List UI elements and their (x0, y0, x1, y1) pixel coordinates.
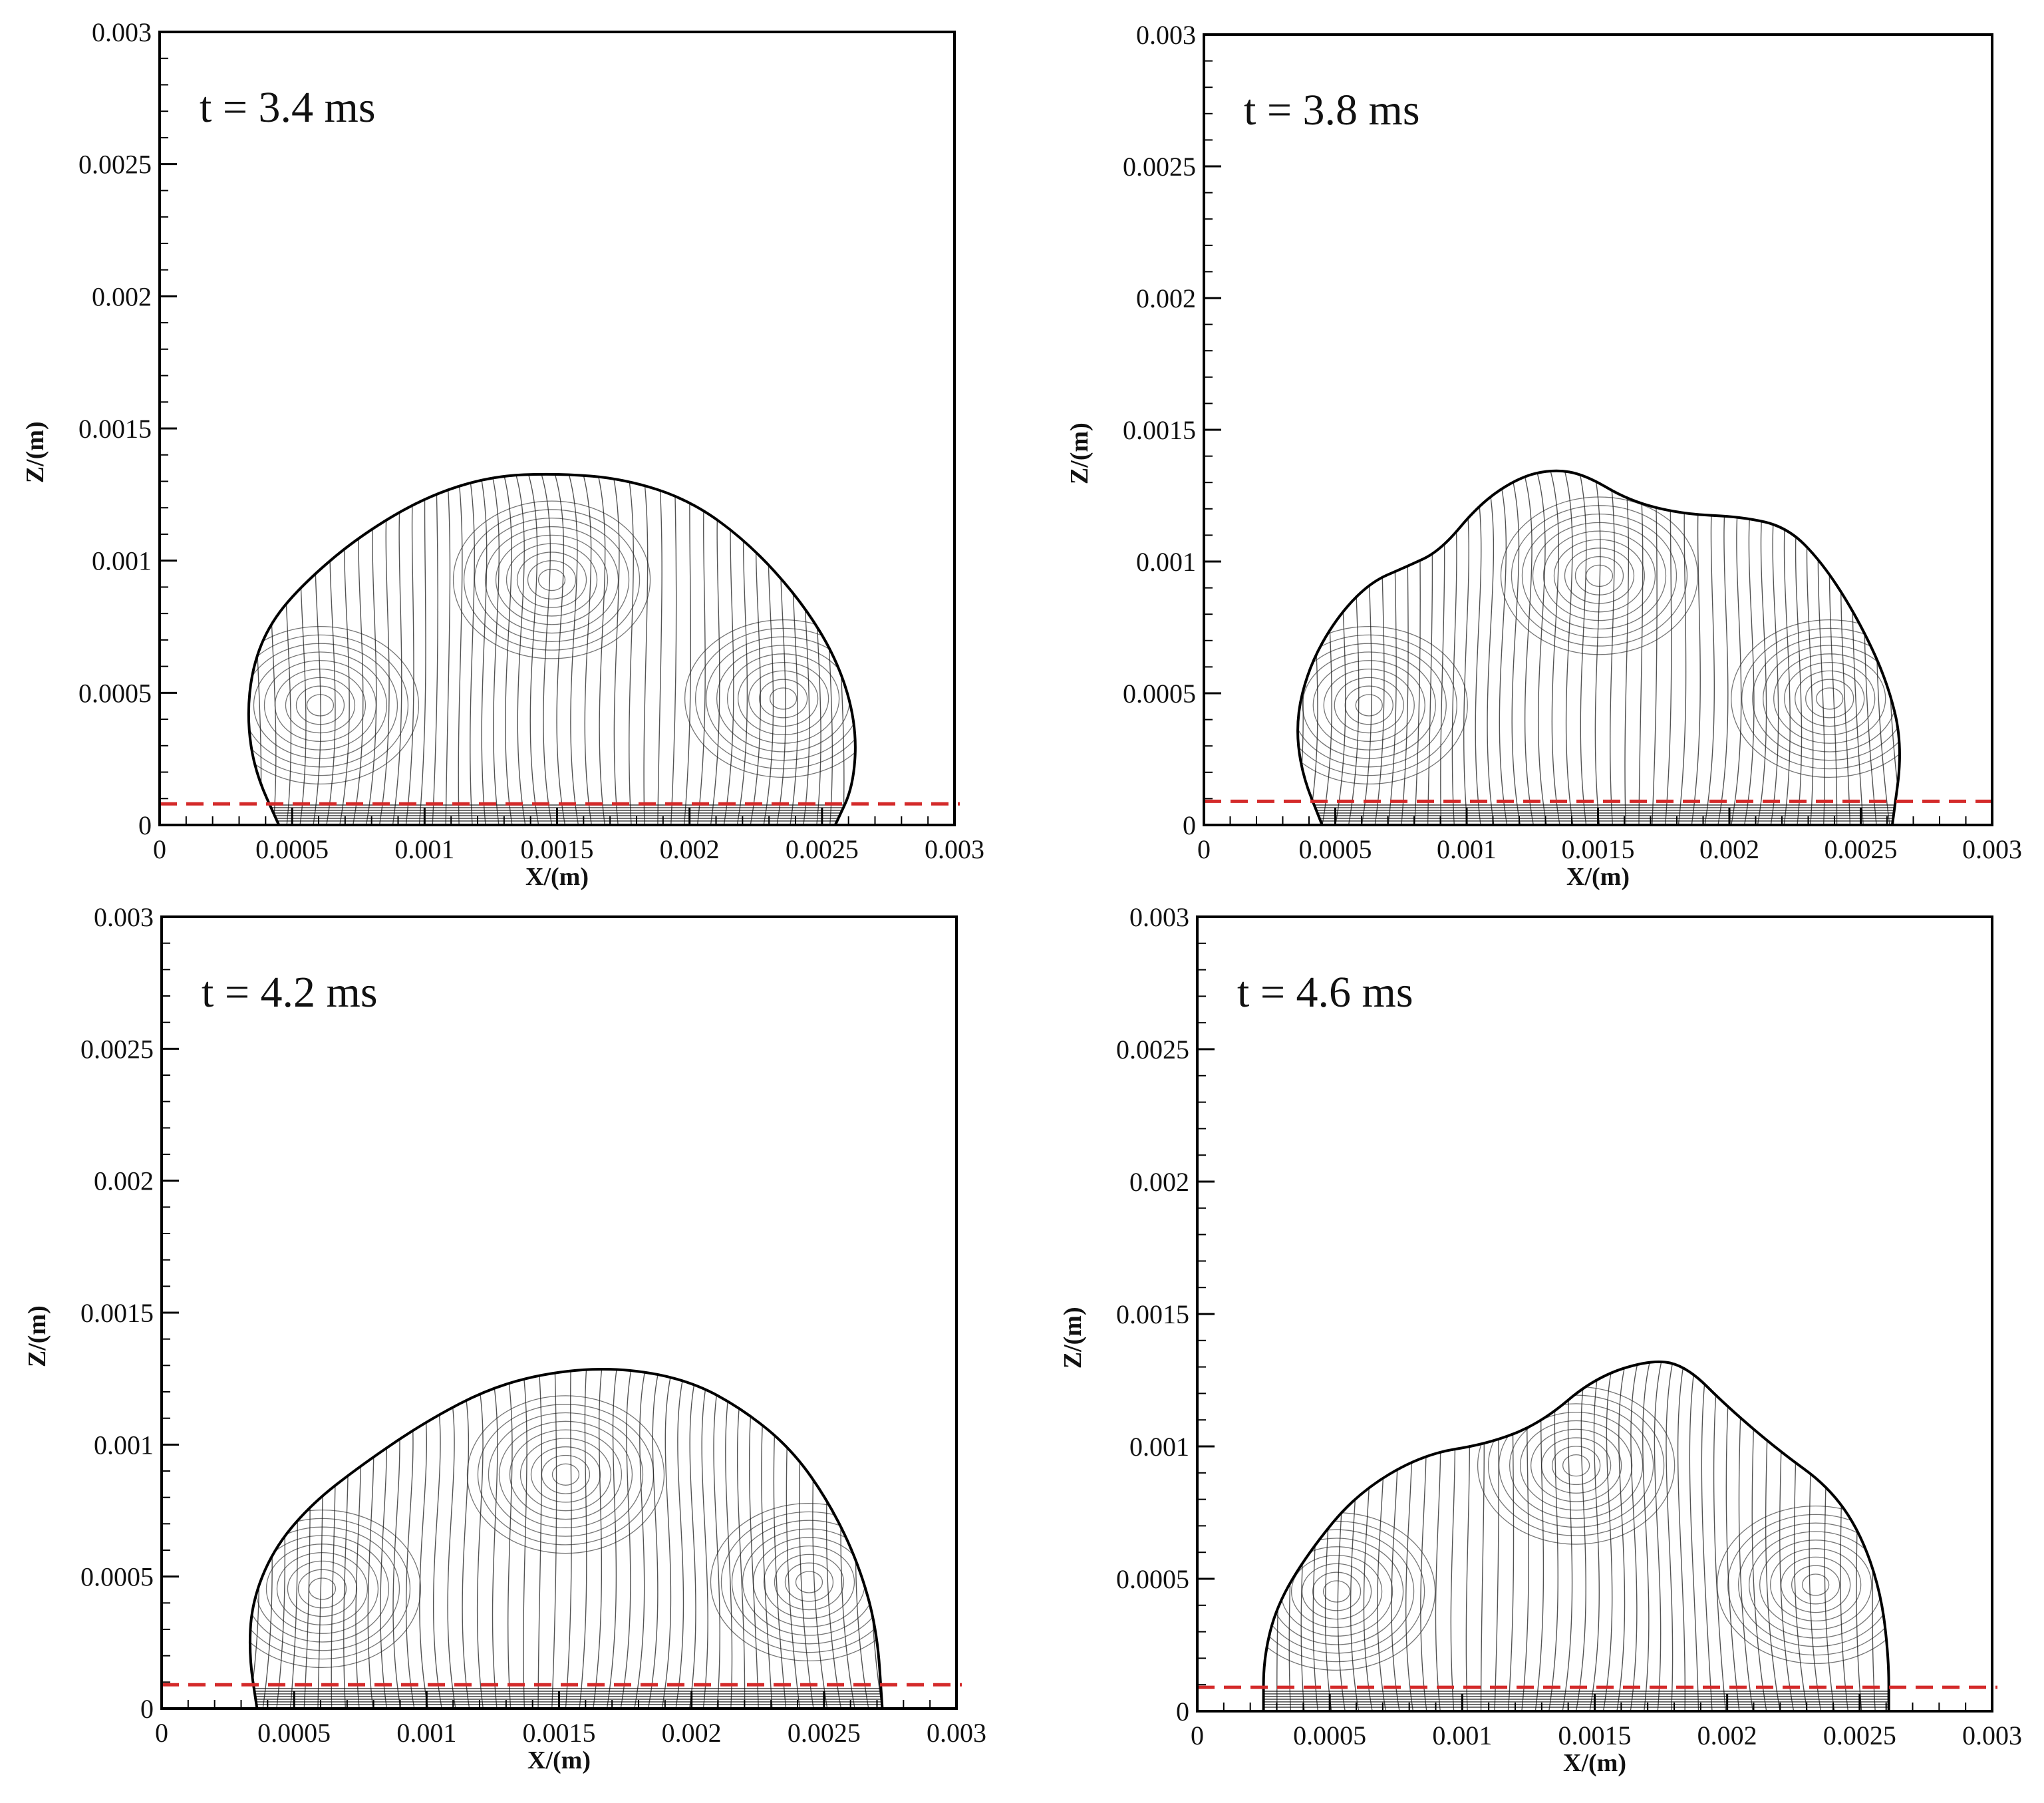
y-tick-label: 0 (138, 810, 152, 840)
y-tick-label: 0.0015 (1116, 1299, 1189, 1329)
panel-1: 0 0.0005 0.001 0.0015 0.002 0.0025 0.003 0 0.000… (21, 17, 984, 891)
y-tick-label: 0.001 (92, 546, 152, 576)
x-tick-label: 0.002 (662, 1718, 722, 1748)
time-label: t = 4.2 ms (202, 968, 378, 1017)
time-label: t = 3.4 ms (200, 83, 376, 132)
x-tick-label: 0.003 (1962, 1721, 2022, 1750)
x-tick-label: 0.003 (927, 1718, 986, 1748)
y-tick-label: 0.0005 (1123, 679, 1196, 709)
plot-frame (160, 915, 958, 1710)
streamlines (248, 474, 855, 825)
x-tick-label: 0.0015 (1562, 834, 1635, 864)
droplet-outline (247, 472, 857, 826)
x-tick-label: 0.0025 (786, 834, 859, 864)
y-tick-label: 0.0025 (1116, 1035, 1189, 1065)
y-tick-label: 0 (1176, 1697, 1189, 1726)
y-tick-label: 0.003 (94, 902, 154, 932)
x-tick-label: 0.001 (1437, 834, 1497, 864)
x-tick-label: 0.0005 (1293, 1721, 1366, 1750)
droplet-outline (1296, 469, 1901, 826)
y-tick-label: 0.003 (92, 17, 152, 47)
x-tick-label: 0.0025 (1825, 834, 1898, 864)
time-label: t = 3.8 ms (1244, 86, 1420, 134)
panel-4: 0 0.0005 0.001 0.0015 0.002 0.0025 0.003 0 0.000… (1059, 902, 2022, 1777)
y-tick-label: 0.002 (1129, 1167, 1189, 1197)
droplet-outline (248, 1367, 884, 1710)
y-tick-label: 0.002 (92, 281, 152, 311)
y-tick-label: 0.0005 (80, 1562, 154, 1592)
y-tick-label: 0 (140, 1694, 154, 1724)
x-tick-label: 0.001 (396, 1718, 456, 1748)
x-tick-label: 0.0015 (1558, 1721, 1632, 1750)
y-axis-label: Z/(m) (21, 421, 49, 483)
x-tick-label: 0.0005 (255, 834, 329, 864)
y-tick-label: 0 (1183, 810, 1196, 840)
panel-2: 0 0.0005 0.001 0.0015 0.002 0.0025 0.003 0 0.000… (1066, 20, 2022, 891)
x-tick-label: 0.002 (660, 834, 720, 864)
y-tick-label: 0.002 (1136, 283, 1196, 313)
y-tick-label: 0.001 (1129, 1432, 1189, 1462)
x-tick-label: 0.002 (1699, 834, 1759, 864)
y-tick-label: 0.001 (94, 1430, 154, 1460)
panel-3: 0 0.0005 0.001 0.0015 0.002 0.0025 0.003 0 0.000… (23, 902, 986, 1774)
y-tick-label: 0.001 (1136, 547, 1196, 577)
y-axis-label: Z/(m) (1066, 422, 1094, 484)
x-axis-label: X/(m) (1566, 863, 1630, 891)
x-axis-label: X/(m) (527, 1746, 591, 1774)
x-tick-label: 0.003 (925, 834, 984, 864)
streamlines (1298, 470, 1900, 825)
x-tick-label: 0.0025 (788, 1718, 861, 1748)
y-tick-label: 0.0015 (1123, 415, 1196, 445)
x-tick-label: 0.0005 (257, 1718, 331, 1748)
y-tick-label: 0.003 (1136, 20, 1196, 50)
y-tick-label: 0.0015 (78, 414, 152, 444)
y-axis-label: Z/(m) (23, 1305, 51, 1367)
x-tick-label: 0.001 (394, 834, 454, 864)
time-label: t = 4.6 ms (1237, 968, 1413, 1017)
x-tick-label: 0.001 (1432, 1721, 1492, 1750)
x-tick-label: 0.0015 (521, 834, 594, 864)
y-tick-label: 0.0015 (80, 1298, 154, 1328)
droplet-outline (1262, 1360, 1890, 1713)
x-tick-label: 0 (1191, 1721, 1204, 1750)
x-tick-label: 0.003 (1962, 834, 2022, 864)
x-axis-label: X/(m) (525, 863, 589, 891)
x-tick-label: 0 (155, 1718, 168, 1748)
y-axis-label: Z/(m) (1059, 1307, 1087, 1369)
x-tick-label: 0 (1197, 834, 1211, 864)
x-tick-label: 0.0005 (1299, 834, 1372, 864)
x-tick-label: 0.0025 (1823, 1721, 1896, 1750)
streamlines (249, 1369, 883, 1709)
x-tick-label: 0.0015 (523, 1718, 596, 1748)
streamlines (1263, 1361, 1889, 1711)
y-tick-label: 0.0025 (1123, 152, 1196, 182)
y-tick-label: 0.0025 (78, 150, 152, 180)
x-tick-label: 0 (153, 834, 166, 864)
y-tick-label: 0.002 (94, 1166, 154, 1196)
x-axis-label: X/(m) (1563, 1749, 1626, 1777)
y-tick-label: 0.0005 (1116, 1564, 1189, 1594)
y-tick-label: 0.003 (1129, 902, 1189, 932)
x-tick-label: 0.002 (1697, 1721, 1757, 1750)
y-tick-label: 0.0005 (78, 678, 152, 708)
y-tick-label: 0.0025 (80, 1034, 154, 1064)
